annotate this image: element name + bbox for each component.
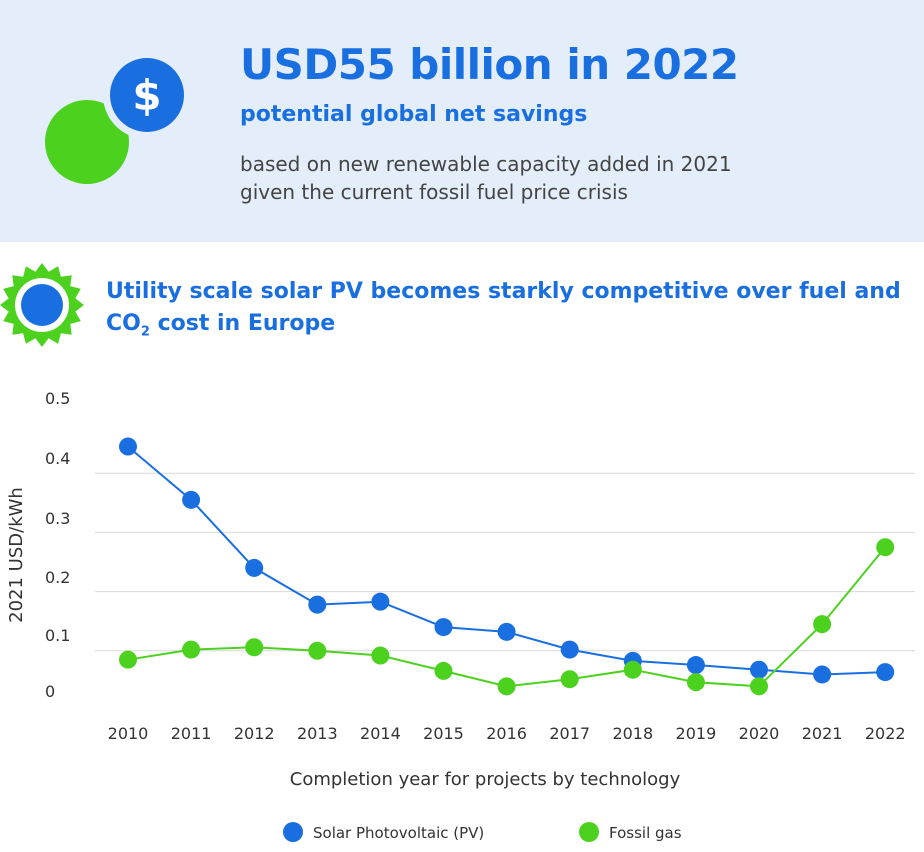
legend-label-gas: Fossil gas xyxy=(609,824,682,842)
x-tick-label: 2013 xyxy=(297,724,338,743)
x-tick-label: 2015 xyxy=(423,724,464,743)
chart-title: Utility scale solar PV becomes starkly c… xyxy=(106,276,906,348)
y-tick-labels: 0.5 0.4 0.3 0.2 0.1 0 xyxy=(45,389,70,701)
legend-marker-solar xyxy=(283,822,303,842)
point-gas xyxy=(119,650,137,669)
point-solar xyxy=(182,490,201,509)
series-group xyxy=(119,437,895,696)
dollar-coin-icon: $ xyxy=(45,51,191,184)
x-tick-label: 2020 xyxy=(739,724,780,743)
y-tick-label: 0 xyxy=(45,682,55,701)
point-solar xyxy=(434,618,453,637)
point-gas xyxy=(686,673,705,692)
point-gas xyxy=(623,660,642,679)
point-gas xyxy=(434,661,453,680)
x-tick-label: 2018 xyxy=(612,724,653,743)
point-gas xyxy=(308,641,327,660)
y-axis-label: 2021 USD/kWh xyxy=(6,487,27,623)
chart-title-subscript: 2 xyxy=(140,324,150,340)
svg-text:$: $ xyxy=(132,71,161,120)
legend-marker-gas xyxy=(579,822,599,842)
subheadline: potential global net savings xyxy=(240,102,588,127)
y-tick-label: 0.4 xyxy=(45,449,70,468)
x-tick-label: 2022 xyxy=(865,724,906,743)
x-tick-label: 2016 xyxy=(486,724,527,743)
point-solar xyxy=(560,640,579,659)
x-tick-label: 2012 xyxy=(234,724,275,743)
point-solar xyxy=(308,595,327,614)
description: based on new renewable capacity added in… xyxy=(240,150,880,206)
point-solar xyxy=(497,622,516,641)
point-solar xyxy=(245,558,264,577)
description-line-1: based on new renewable capacity added in… xyxy=(240,152,732,176)
sun-icon xyxy=(0,263,84,347)
y-tick-label: 0.1 xyxy=(45,626,70,645)
point-gas xyxy=(813,615,832,634)
point-solar xyxy=(750,660,768,679)
point-solar xyxy=(119,437,137,456)
point-gas xyxy=(560,670,579,689)
x-tick-label: 2010 xyxy=(108,724,149,743)
point-gas xyxy=(497,677,516,696)
chart-title-part2: cost in Europe xyxy=(149,311,336,336)
x-tick-label: 2017 xyxy=(549,724,590,743)
point-solar xyxy=(813,665,832,684)
x-axis-label: Completion year for projects by technolo… xyxy=(290,769,681,790)
y-tick-label: 0.3 xyxy=(45,509,70,528)
point-gas xyxy=(876,538,895,557)
point-gas xyxy=(245,638,264,657)
point-gas xyxy=(750,677,768,696)
legend-label-solar: Solar Photovoltaic (PV) xyxy=(313,824,484,842)
x-tick-label: 2019 xyxy=(676,724,717,743)
point-solar xyxy=(686,656,705,675)
point-gas xyxy=(371,646,390,665)
y-tick-label: 0.2 xyxy=(45,568,70,587)
point-solar xyxy=(371,592,390,611)
gridlines xyxy=(95,472,915,652)
y-tick-label: 0.5 xyxy=(45,389,70,408)
x-tick-label: 2014 xyxy=(360,724,401,743)
x-tick-label: 2021 xyxy=(802,724,843,743)
headline: USD55 billion in 2022 xyxy=(240,40,739,89)
chart-title-part1: Utility scale solar PV becomes starkly c… xyxy=(106,279,901,336)
x-tick-label: 2011 xyxy=(171,724,212,743)
point-solar xyxy=(876,663,895,682)
legend: Solar Photovoltaic (PV) Fossil gas xyxy=(283,822,682,842)
x-tick-labels: 2010 2011 2012 2013 2014 2015 2016 2017 2018 2019… xyxy=(108,724,906,743)
description-line-2: given the current fossil fuel price cris… xyxy=(240,180,628,204)
point-gas xyxy=(182,640,201,659)
series-line-gas xyxy=(127,546,886,688)
